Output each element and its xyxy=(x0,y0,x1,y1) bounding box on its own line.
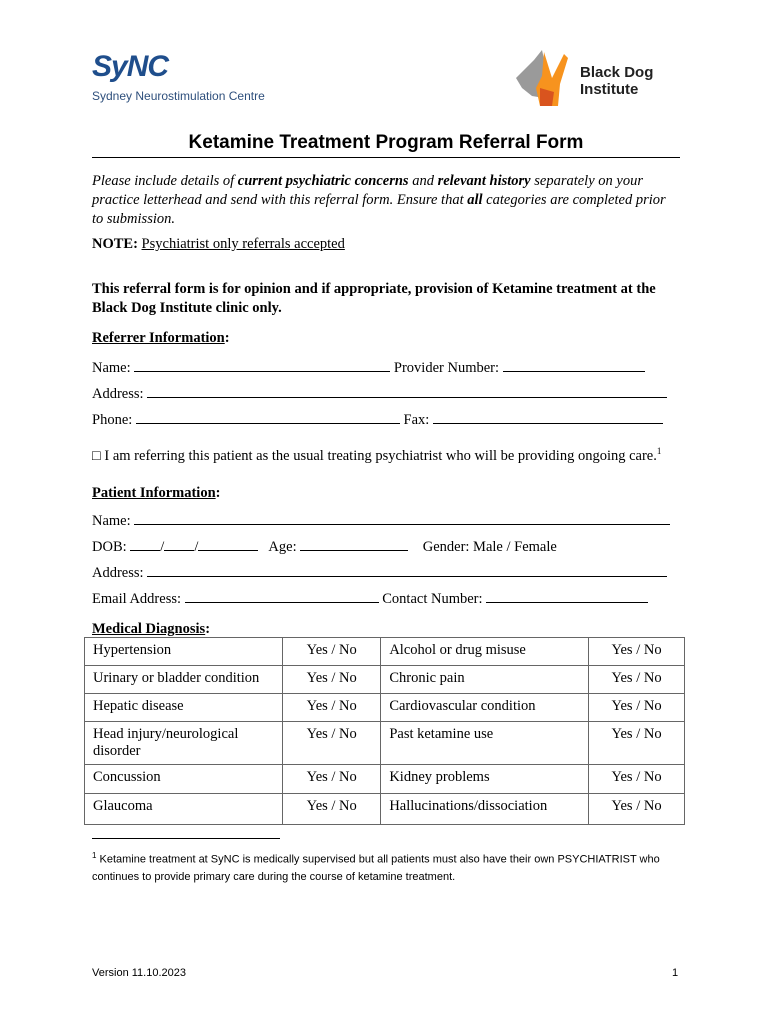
dob-year-field[interactable] xyxy=(198,536,259,551)
treating-psychiatrist-checkbox[interactable]: □ I am referring this patient as the usu… xyxy=(92,446,662,464)
referrer-name-field[interactable] xyxy=(134,357,391,372)
sync-subtitle: Sydney Neurostimulation Centre xyxy=(92,89,265,103)
medical-diagnosis-table: Hypertension Yes / No Alcohol or drug misu… xyxy=(83,637,685,825)
yes-no-field[interactable]: Yes / No xyxy=(588,693,685,722)
fax-label: Fax: xyxy=(403,412,430,428)
yes-no-field[interactable]: Yes / No xyxy=(282,693,382,722)
patient-heading: Patient Information: xyxy=(92,485,221,501)
yes-no-field[interactable]: Yes / No xyxy=(588,637,685,666)
contact-number-label: Contact Number: xyxy=(382,591,483,607)
disclaimer: This referral form is for opinion and if… xyxy=(92,281,656,316)
yes-no-field[interactable]: Yes / No xyxy=(282,665,382,694)
footnote: 1 Ketamine treatment at SyNC is medicall… xyxy=(92,851,660,883)
table-row: Concussion Yes / No Kidney problems Yes / N… xyxy=(83,764,685,794)
provider-number-field[interactable] xyxy=(502,357,645,372)
dog-hand-icon xyxy=(516,50,568,106)
yes-no-field[interactable]: Yes / No xyxy=(588,793,685,825)
condition-label: Alcohol or drug misuse xyxy=(380,637,590,666)
patient-address-field[interactable] xyxy=(147,562,668,577)
gender-field[interactable]: Gender: Male / Female xyxy=(422,539,557,555)
provider-number-label: Provider Number: xyxy=(393,360,500,376)
yes-no-field[interactable]: Yes / No xyxy=(588,721,685,765)
table-row: Hepatic disease Yes / No Cardiovascular co… xyxy=(83,693,685,722)
yes-no-field[interactable]: Yes / No xyxy=(588,764,685,794)
footnote-divider xyxy=(92,838,280,839)
referrer-address-field[interactable] xyxy=(147,383,668,398)
sync-logo: SyNC xyxy=(92,50,169,83)
yes-no-field[interactable]: Yes / No xyxy=(282,637,382,666)
referrer-address-label: Address: xyxy=(92,386,144,402)
patient-name-field[interactable] xyxy=(134,510,671,525)
medical-heading: Medical Diagnosis: xyxy=(92,621,211,637)
condition-label: Glaucoma xyxy=(83,793,284,825)
referrer-name-label: Name: xyxy=(92,360,131,376)
condition-label: Cardiovascular condition xyxy=(380,693,590,722)
condition-label: Past ketamine use xyxy=(380,721,590,765)
contact-number-field[interactable] xyxy=(486,588,649,603)
referrer-phone-field[interactable] xyxy=(135,409,400,424)
yes-no-field[interactable]: Yes / No xyxy=(282,764,382,794)
yes-no-field[interactable]: Yes / No xyxy=(588,665,685,694)
table-row: Hypertension Yes / No Alcohol or drug misu… xyxy=(83,637,685,666)
age-label: Age: xyxy=(268,539,297,555)
referrer-heading: Referrer Information: xyxy=(92,330,230,346)
patient-name-label: Name: xyxy=(92,513,131,529)
dob-label: DOB: xyxy=(92,539,127,555)
condition-label: Head injury/neurological disorder xyxy=(83,721,284,765)
condition-label: Hypertension xyxy=(83,637,284,666)
table-row: Urinary or bladder condition Yes / No Chro… xyxy=(83,665,685,694)
condition-label: Hepatic disease xyxy=(83,693,284,722)
table-row: Head injury/neurological disorder Yes / N… xyxy=(83,721,685,765)
version: Version 11.10.2023 xyxy=(92,967,186,979)
age-field[interactable] xyxy=(300,536,409,551)
email-field[interactable] xyxy=(184,588,379,603)
black-dog-logo: Black Dog Institute xyxy=(514,48,664,110)
yes-no-field[interactable]: Yes / No xyxy=(282,793,382,825)
intro-text: Please include details of current psychi… xyxy=(92,173,666,227)
patient-address-label: Address: xyxy=(92,565,144,581)
fax-field[interactable] xyxy=(432,409,663,424)
page-number: 1 xyxy=(672,967,679,979)
dob-day-field[interactable] xyxy=(130,536,161,551)
black-dog-wordmark: Black Dog Institute xyxy=(580,64,654,98)
referrer-phone-label: Phone: xyxy=(92,412,133,428)
note: NOTE: Psychiatrist only referrals accept… xyxy=(92,236,345,252)
yes-no-field[interactable]: Yes / No xyxy=(282,721,382,765)
email-label: Email Address: xyxy=(92,591,182,607)
page-title: Ketamine Treatment Program Referral Form xyxy=(92,132,680,158)
condition-label: Concussion xyxy=(83,764,284,794)
table-row: Glaucoma Yes / No Hallucinations/dissociat… xyxy=(83,793,685,825)
condition-label: Kidney problems xyxy=(380,764,590,794)
dob-month-field[interactable] xyxy=(164,536,195,551)
condition-label: Urinary or bladder condition xyxy=(83,665,284,694)
condition-label: Chronic pain xyxy=(380,665,590,694)
condition-label: Hallucinations/dissociation xyxy=(380,793,590,825)
